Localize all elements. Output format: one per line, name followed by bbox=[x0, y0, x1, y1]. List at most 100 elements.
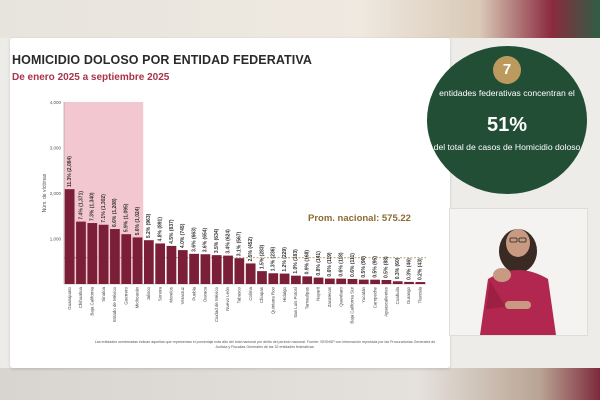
bar-data-label: 1.0% (183) bbox=[293, 249, 299, 274]
x-tick-label: Michoacán bbox=[135, 286, 140, 308]
bar bbox=[87, 223, 98, 284]
bar bbox=[358, 279, 369, 284]
bar bbox=[64, 189, 75, 284]
x-tick-label: Chihuahua bbox=[78, 286, 83, 308]
x-tick-label: Nayarit bbox=[316, 286, 321, 301]
x-tick-label: Sinaloa bbox=[101, 286, 106, 301]
bar bbox=[177, 250, 188, 284]
x-tick-label: Quintana Roo bbox=[270, 286, 275, 314]
bar-data-label: 11.3% (2,084) bbox=[67, 156, 73, 187]
bar-data-label: 1.2% (229) bbox=[282, 247, 288, 272]
bar bbox=[211, 255, 222, 284]
bar-data-label: 0.5% (95) bbox=[372, 256, 378, 278]
sign-language-interpreter-video bbox=[449, 208, 588, 336]
callout-text-bottom: del total de casos de Homicidio doloso bbox=[433, 142, 581, 152]
callout-circle: 7 entidades federativas concentran el 51… bbox=[427, 46, 587, 194]
x-tick-label: Campeche bbox=[372, 286, 377, 308]
bar-data-label: 1.3% (236) bbox=[271, 246, 277, 271]
x-tick-label: Coahuila bbox=[395, 286, 400, 304]
x-tick-label: Morelos bbox=[169, 286, 174, 302]
bar-data-label: 0.3% (60) bbox=[395, 257, 401, 279]
x-tick-label: Ciudad de México bbox=[214, 286, 219, 322]
bar bbox=[404, 281, 414, 284]
bar-data-label: 7.1% (1,302) bbox=[101, 194, 107, 223]
bar-data-label: 3.4% (624) bbox=[225, 229, 231, 254]
bar bbox=[279, 273, 290, 284]
callout-count-badge: 7 bbox=[493, 56, 521, 84]
bar-data-label: 3.6% (654) bbox=[203, 227, 209, 252]
bar bbox=[76, 221, 86, 284]
bar bbox=[324, 278, 335, 284]
national-average-label: Prom. nacional: 575.22 bbox=[308, 213, 411, 224]
bar-data-label: 3.1% (567) bbox=[237, 231, 243, 256]
x-tick-label: Colima bbox=[248, 286, 253, 300]
bar bbox=[291, 275, 301, 284]
bar-data-label: 0.6% (111) bbox=[350, 253, 356, 277]
bar bbox=[257, 271, 267, 284]
callout-text-top: entidades federativas concentran el bbox=[439, 88, 575, 98]
x-tick-label: Veracruz bbox=[180, 287, 185, 304]
bar-data-label: 3.5% (634) bbox=[214, 228, 220, 253]
top-banner bbox=[0, 0, 600, 38]
interpreter-figure-icon bbox=[480, 229, 556, 335]
bar-data-label: 0.3% (46) bbox=[406, 258, 412, 280]
bar-data-label: 4.5% (837) bbox=[169, 219, 175, 244]
bar-data-label: 7.4% (1,371) bbox=[78, 191, 84, 220]
x-tick-label: Querétaro bbox=[338, 286, 343, 306]
bar-data-label: 4.8% (891) bbox=[157, 217, 163, 242]
bar bbox=[121, 234, 132, 284]
x-tick-label: Tamaulipas bbox=[304, 286, 309, 309]
x-tick-label: Hidalgo bbox=[282, 286, 287, 301]
x-tick-label: Sonora bbox=[157, 286, 162, 301]
bar bbox=[234, 258, 245, 284]
x-tick-label: Nuevo León bbox=[225, 286, 230, 310]
bar bbox=[110, 229, 120, 284]
bar-data-label: 1.5% (283) bbox=[259, 244, 265, 269]
chart-title: HOMICIDIO DOLOSO POR ENTIDAD FEDERATIVA bbox=[12, 53, 312, 67]
chart-subtitle: De enero 2025 a septiembre 2025 bbox=[12, 72, 170, 83]
x-tick-label: Tabasco bbox=[237, 286, 242, 303]
bar bbox=[336, 278, 347, 284]
x-tick-label: Zacatecas bbox=[327, 286, 332, 307]
x-tick-label: Yucatán bbox=[361, 286, 366, 302]
bar bbox=[347, 278, 358, 284]
y-axis-label: Núm. de víctimas bbox=[42, 173, 48, 212]
x-tick-label: Guerrero bbox=[123, 286, 128, 304]
bar-data-label: 7.3% (1,340) bbox=[90, 192, 96, 221]
bar-data-label: 0.6% (119) bbox=[327, 252, 333, 277]
bar bbox=[200, 254, 211, 284]
bar-data-label: 2.5% (452) bbox=[248, 237, 254, 262]
bar bbox=[166, 245, 177, 284]
bottom-banner bbox=[0, 368, 600, 400]
bar bbox=[268, 273, 279, 284]
callout-percent: 51% bbox=[486, 114, 528, 136]
bar bbox=[302, 276, 313, 284]
bar-data-label: 0.5% (96) bbox=[361, 256, 367, 278]
bar bbox=[132, 237, 143, 284]
x-tick-label: Guanajuato bbox=[67, 286, 72, 309]
y-tick-label: 4,000 bbox=[50, 100, 62, 105]
x-tick-label: Chiapas bbox=[259, 286, 264, 303]
x-tick-label: Aguascalientes bbox=[384, 286, 389, 317]
bar-data-label: 5.6% (1,024) bbox=[135, 206, 141, 235]
x-tick-label: Oaxaca bbox=[203, 286, 208, 302]
bar-chart: 1,000 2,000 3,000 4,000 Núm. de víctimas 11.3… bbox=[42, 100, 426, 324]
x-tick-label: Durango bbox=[406, 286, 411, 303]
bar-data-label: 6.6% (1,208) bbox=[112, 198, 118, 227]
x-tick-label: Tlaxcala bbox=[418, 286, 423, 303]
x-tick-label: Jalisco bbox=[146, 286, 151, 300]
bar-data-label: 5.2% (963) bbox=[146, 213, 152, 238]
bar-data-label: 0.9% (168) bbox=[305, 250, 311, 275]
bar bbox=[245, 263, 256, 284]
bar-data-label: 3.6% (663) bbox=[191, 227, 197, 252]
bar bbox=[189, 253, 199, 284]
bar bbox=[313, 277, 324, 284]
y-tick-label: 2,000 bbox=[50, 191, 62, 196]
bar bbox=[392, 281, 403, 284]
bar-data-label: 0.2% (43) bbox=[418, 258, 424, 280]
bar bbox=[223, 255, 233, 284]
y-tick-label: 1,000 bbox=[50, 237, 62, 242]
bar-data-label: 4.0% (745) bbox=[180, 223, 186, 248]
x-tick-label: Baja California Sur bbox=[350, 286, 355, 323]
y-tick-label: 3,000 bbox=[50, 146, 62, 151]
